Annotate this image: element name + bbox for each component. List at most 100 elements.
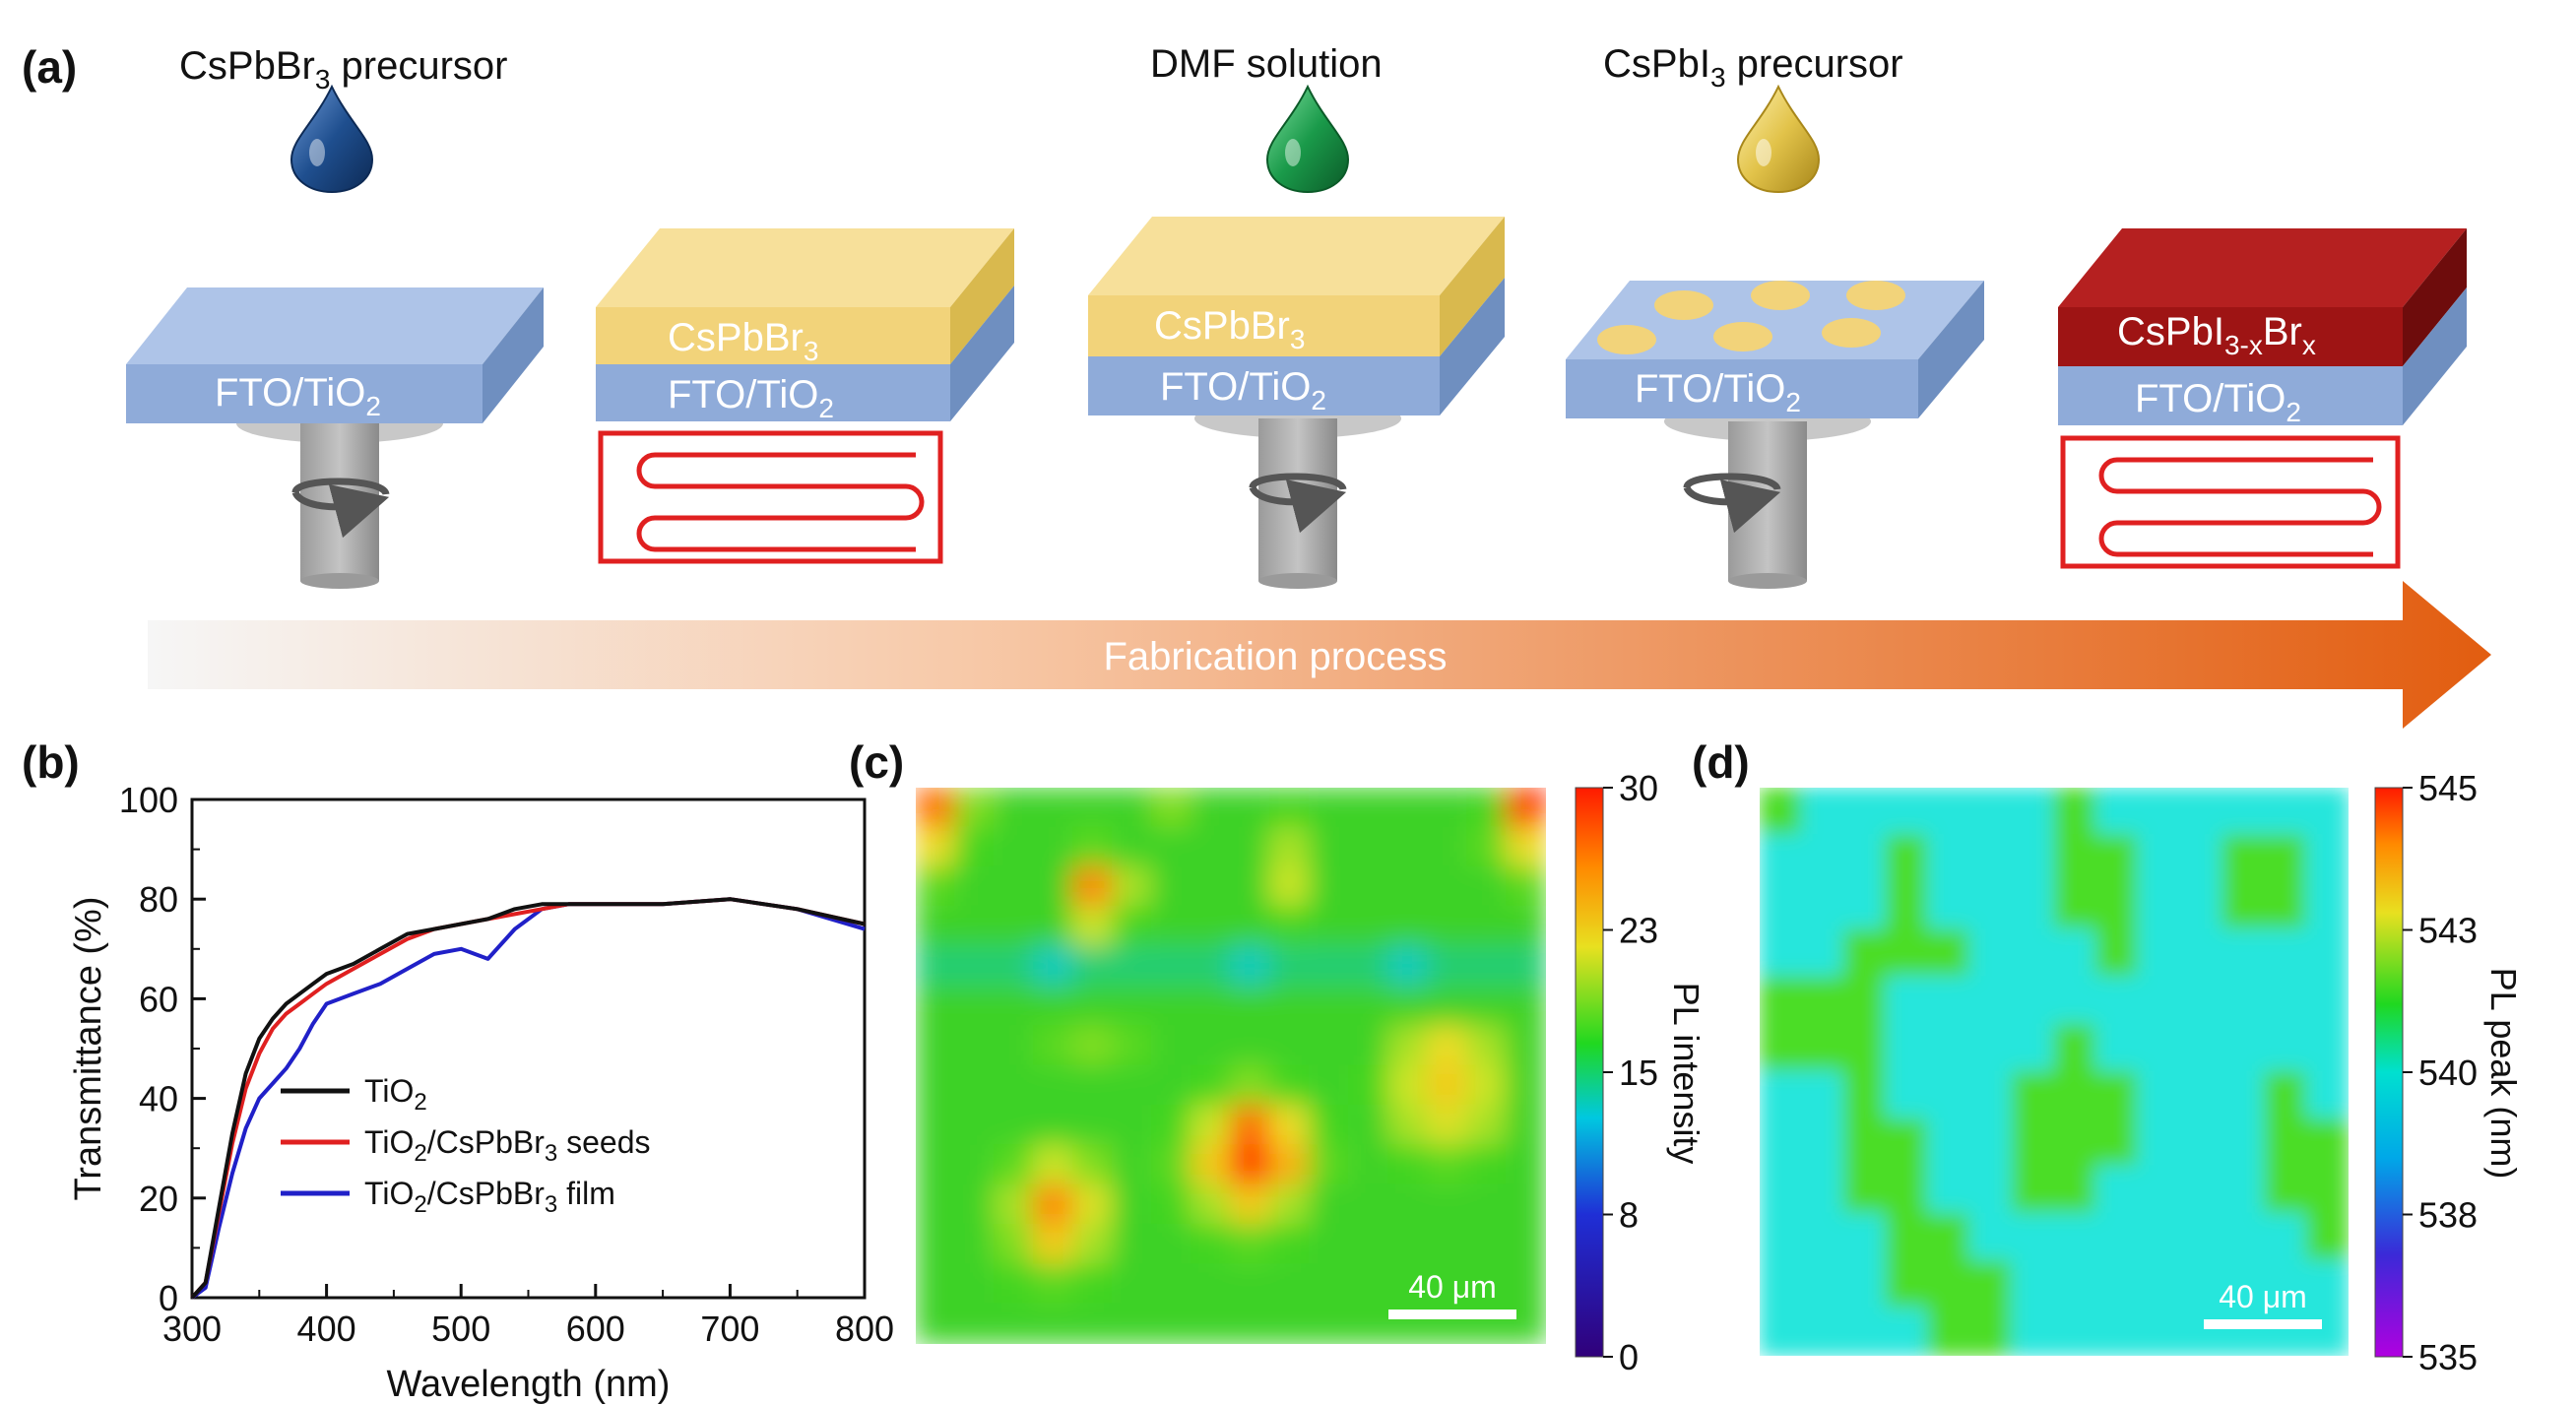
heatmap-cell <box>1760 928 1803 979</box>
heatmap-cell <box>1072 1064 1114 1107</box>
heatmap-cell <box>1427 985 1468 1028</box>
heatmap-cell <box>2094 788 2140 837</box>
heatmap-cell <box>1760 1023 1803 1073</box>
heatmap-cell <box>1112 865 1153 909</box>
scale-bar-c <box>1388 1309 1516 1319</box>
heatmap-cell <box>954 1104 996 1147</box>
scale-bar-label-c: 40 μm <box>1408 1269 1497 1305</box>
heatmap-cell <box>1842 976 1888 1026</box>
heatmap-cell <box>2263 1165 2308 1215</box>
x-axis-title: Wavelength (nm) <box>387 1364 671 1405</box>
heatmap-cell <box>1427 906 1468 948</box>
heatmap-cell <box>2094 1118 2140 1168</box>
heatmap-cell <box>1033 985 1074 1028</box>
fabrication-arrow <box>148 581 2491 729</box>
heatmap-cell <box>1466 1064 1508 1107</box>
heatmap-cell <box>1230 945 1271 988</box>
heatmap-cell <box>2179 788 2223 837</box>
heatmap-cell <box>994 865 1035 909</box>
drop-label-cspbbr3-precursor: CsPbBr3 precursor <box>179 44 507 95</box>
drop-cspbi3 <box>1736 84 1821 194</box>
heatmap-cell <box>954 1183 996 1226</box>
heatmap-cell <box>2094 1070 2140 1120</box>
heatmap-cell <box>1466 1025 1508 1067</box>
heatmap-cell <box>916 1144 956 1186</box>
heatmap-cell <box>1885 928 1929 979</box>
x-tick-label: 300 <box>162 1309 222 1349</box>
heatmap-cell <box>1842 881 1888 931</box>
heatmap-cell <box>994 985 1035 1028</box>
heatmap-cell <box>1506 1064 1546 1107</box>
heatmap-cell <box>994 1064 1035 1107</box>
heatmap-cell <box>1926 1023 1971 1073</box>
heatmap-cell <box>1506 1025 1546 1067</box>
heatmap-cell <box>1885 788 1929 837</box>
heatmap-cell <box>1112 1303 1153 1344</box>
heatmap-cell <box>2305 834 2349 884</box>
heatmap-cell <box>1466 865 1508 909</box>
heatmap-cell <box>2137 1118 2182 1168</box>
heatmap-cell <box>954 906 996 948</box>
heatmap-cell <box>1842 928 1888 979</box>
heatmap-cell <box>2221 1307 2266 1356</box>
heatmap-cell <box>1842 1118 1888 1168</box>
heatmap-cell <box>1309 1144 1350 1186</box>
heatmap-cell <box>1151 1025 1192 1067</box>
scale-bar-label-d: 40 μm <box>2219 1279 2307 1314</box>
heatmap-cell <box>1760 976 1803 1026</box>
y-tick-label: 60 <box>139 979 178 1019</box>
heatmap-cell <box>1112 1223 1153 1266</box>
heatmap-cell <box>1387 1303 1429 1344</box>
heatmap-cell <box>1842 1259 1888 1309</box>
heatmap-cell <box>1269 788 1311 829</box>
substrate-label-4: FTO/TiO2 <box>1635 367 1801 417</box>
heatmap-cell <box>1427 865 1468 909</box>
scale-bar-d <box>2204 1319 2322 1329</box>
heatmap-cell <box>1072 945 1114 988</box>
heatmap-cell <box>1112 1025 1153 1067</box>
heatmap-cell <box>1506 1263 1546 1306</box>
heatmap-cell <box>1968 834 2014 884</box>
heatmap-cell <box>1760 834 1803 884</box>
heatmap-cell <box>1926 834 1971 884</box>
heatmap-cell <box>2179 834 2223 884</box>
legend-entry: TiO2/CsPbBr3 seeds <box>364 1124 651 1167</box>
heatmap-cell <box>2137 1212 2182 1262</box>
heatmap-cell <box>1885 881 1929 931</box>
heatmap-cell <box>1072 1303 1114 1344</box>
heatmap-cell <box>1466 1104 1508 1147</box>
heatmap-cell <box>1968 788 2014 837</box>
heatmap-cell <box>1506 1183 1546 1226</box>
heatmap-cell <box>1151 985 1192 1028</box>
panel-label-b: (b) <box>22 736 80 788</box>
heatmap-cell <box>1033 906 1074 948</box>
heatmap-cell <box>1191 865 1232 909</box>
heatmap-cell <box>1112 788 1153 829</box>
heatmap-cell <box>954 788 996 829</box>
panel-label-c: (c) <box>849 736 904 788</box>
heatmap-cell <box>1427 1064 1468 1107</box>
heatmap-cell <box>1348 826 1389 868</box>
heatmap-cell <box>1885 1165 1929 1215</box>
heatmap-cell <box>1230 1144 1271 1186</box>
heatmap-cell <box>2305 1259 2349 1309</box>
heatmap-cell <box>1800 788 1845 837</box>
colorbar-pl-peak <box>2374 787 2404 1358</box>
colorbar-tick-label: 545 <box>2418 768 2478 808</box>
heatmap-cell <box>1885 1118 1929 1168</box>
heatmap-cell <box>1842 834 1888 884</box>
heatmap-cell <box>2305 1165 2349 1215</box>
heatmap-cell <box>1760 788 1803 837</box>
heatmap-cell <box>1387 865 1429 909</box>
heatmap-cell <box>1151 788 1192 829</box>
heatmap-cell <box>1072 1025 1114 1067</box>
heatmap-cell <box>1968 976 2014 1026</box>
heatmap-cell <box>2137 1165 2182 1215</box>
heatmap-cell <box>1230 865 1271 909</box>
heatmap-cell <box>1309 1104 1350 1147</box>
legend-entry: TiO2/CsPbBr3 film <box>364 1176 615 1218</box>
heatmap-cell <box>2053 1118 2097 1168</box>
heatmap-cell <box>1387 1104 1429 1147</box>
heatmap-cell <box>1033 865 1074 909</box>
heatmap-cell <box>2263 1212 2308 1262</box>
